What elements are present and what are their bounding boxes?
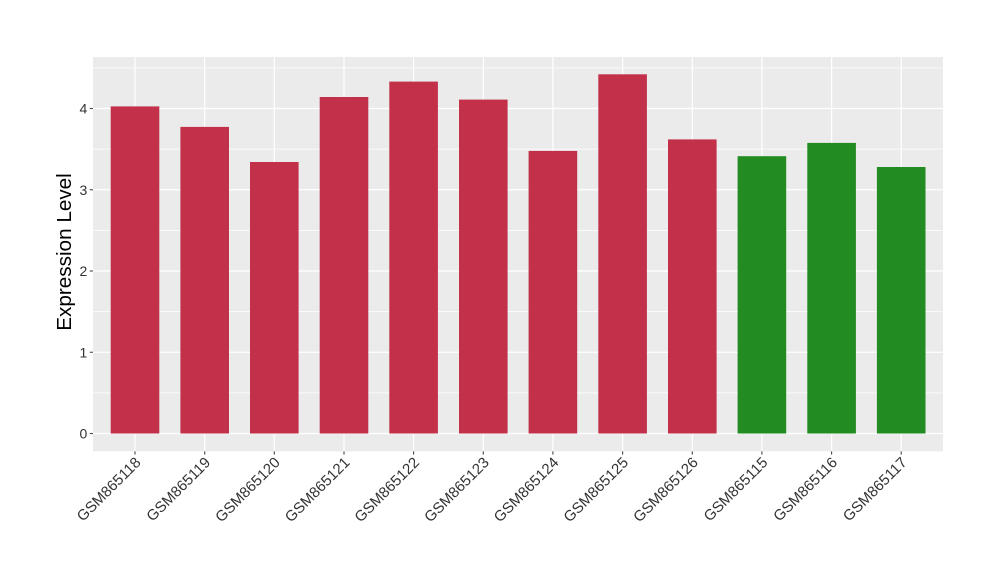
svg-text:GSM865121: GSM865121 [282, 454, 354, 526]
svg-text:GSM865120: GSM865120 [212, 454, 284, 526]
svg-text:GSM865126: GSM865126 [630, 454, 702, 526]
svg-text:GSM865125: GSM865125 [560, 454, 632, 526]
svg-text:GSM865123: GSM865123 [421, 454, 493, 526]
svg-text:GSM865115: GSM865115 [701, 454, 772, 525]
svg-text:4: 4 [80, 101, 88, 117]
svg-text:GSM865116: GSM865116 [770, 454, 841, 525]
svg-text:1: 1 [80, 344, 88, 360]
svg-text:0: 0 [80, 426, 88, 442]
svg-text:GSM865119: GSM865119 [143, 454, 214, 525]
svg-text:GSM865122: GSM865122 [351, 454, 423, 526]
svg-text:GSM865117: GSM865117 [840, 454, 911, 525]
svg-text:GSM865118: GSM865118 [74, 454, 145, 525]
svg-text:GSM865124: GSM865124 [491, 454, 563, 526]
svg-text:2: 2 [80, 263, 88, 279]
svg-text:Expression Level: Expression Level [53, 173, 76, 331]
svg-text:3: 3 [80, 182, 88, 198]
